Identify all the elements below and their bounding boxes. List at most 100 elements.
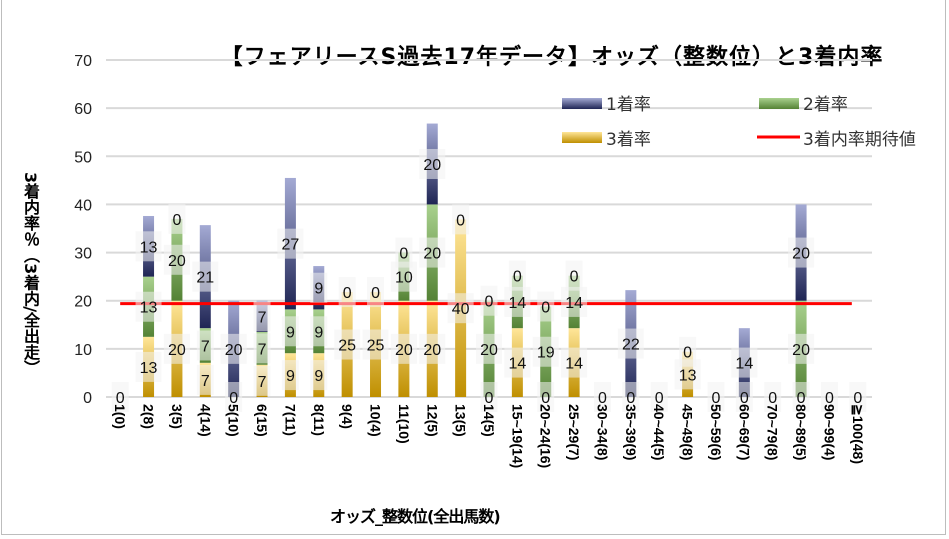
- data-label: 7: [258, 341, 267, 358]
- data-label-bg: [196, 364, 214, 395]
- data-label: 14: [508, 295, 526, 312]
- x-tick-label: 45~49(8): [680, 404, 696, 460]
- y-tick-label: 70: [74, 53, 92, 70]
- data-label: 22: [622, 337, 640, 354]
- x-tick-label: 50~59(6): [708, 404, 724, 460]
- data-label-bg: [504, 286, 531, 317]
- data-label: 13: [679, 367, 697, 384]
- data-label: 25: [338, 338, 356, 355]
- data-label: 20: [395, 342, 413, 359]
- x-tick-label: 70~79(8): [765, 404, 781, 460]
- data-label-bg: [253, 333, 271, 364]
- data-label: 9: [314, 281, 323, 298]
- data-label-bg: [561, 286, 588, 317]
- data-label-bg: [650, 382, 668, 412]
- data-label-bg: [565, 260, 583, 291]
- data-label: 14: [735, 356, 753, 373]
- x-tick-label: 9(4): [339, 404, 355, 429]
- x-tick-label: 90~99(4): [821, 404, 837, 460]
- y-tick-label: 0: [83, 390, 92, 407]
- x-tick-label: 14(5): [481, 404, 497, 437]
- data-label: 0: [740, 390, 749, 407]
- data-label-bg: [419, 333, 446, 364]
- data-label: 9: [286, 324, 295, 341]
- y-tick-label: 60: [74, 101, 92, 118]
- x-tick-label: 8(11): [311, 404, 327, 436]
- data-label: 0: [598, 390, 607, 407]
- data-label-bg: [338, 277, 356, 308]
- data-label: 20: [168, 253, 186, 270]
- data-label: 0: [229, 390, 238, 407]
- data-label: 13: [140, 360, 158, 377]
- chart-title: 【フェアリースS過去17年データ】オッズ（整数位）と3着内率: [220, 45, 884, 70]
- data-label: 0: [485, 390, 494, 407]
- x-tick-label: 4(14): [197, 404, 213, 437]
- data-label: 0: [399, 246, 408, 263]
- data-label: 0: [825, 390, 834, 407]
- data-label: 7: [258, 374, 267, 391]
- x-tick-label: 5(10): [226, 404, 242, 437]
- legend-label-1st: 1着率: [606, 95, 651, 115]
- data-label: 0: [541, 390, 550, 407]
- data-label: 20: [168, 342, 186, 359]
- data-label-bg: [617, 328, 644, 359]
- y-tick-label: 50: [74, 149, 92, 166]
- data-label-bg: [480, 285, 498, 316]
- data-label-bg: [310, 316, 328, 347]
- data-label: 7: [258, 309, 267, 326]
- data-label-bg: [679, 336, 697, 367]
- x-tick-label: 3(5): [169, 404, 185, 429]
- data-label: 25: [367, 338, 385, 355]
- data-label: 7: [201, 338, 210, 355]
- data-label: 19: [537, 345, 555, 362]
- data-label-bg: [452, 204, 470, 235]
- data-label-bg: [281, 316, 299, 347]
- data-label: 0: [712, 390, 721, 407]
- data-label-bg: [788, 237, 815, 268]
- data-label-bg: [225, 382, 243, 412]
- y-tick-label: 30: [74, 246, 92, 263]
- data-label: 13: [140, 239, 158, 256]
- data-label: 13: [140, 300, 158, 317]
- data-label-bg: [135, 291, 162, 322]
- data-label: 0: [371, 285, 380, 302]
- x-tick-label: 20~24(16): [538, 404, 554, 468]
- data-label: 14: [565, 295, 583, 312]
- data-label: 0: [172, 212, 181, 229]
- legend-label-expected: 3着内率期待値: [803, 130, 916, 150]
- data-label: 14: [508, 356, 526, 373]
- x-tick-label: 6(15): [254, 404, 270, 437]
- x-tick-label: 80~89(5): [793, 404, 809, 460]
- data-label-bg: [253, 365, 271, 396]
- data-label: 0: [768, 390, 777, 407]
- data-label: 20: [792, 246, 810, 263]
- data-label: 40: [452, 301, 470, 318]
- x-tick-label: ≧100(48): [850, 404, 866, 464]
- x-axis-label: オッズ_整数位(全出馬数): [330, 507, 501, 526]
- data-label: 20: [225, 342, 243, 359]
- data-label-bg: [707, 382, 725, 412]
- data-label-bg: [310, 360, 328, 391]
- data-label: 0: [655, 390, 664, 407]
- data-label-bg: [168, 203, 186, 234]
- data-label-bg: [537, 291, 555, 322]
- data-label-bg: [310, 272, 328, 303]
- legend: 1着率 2着率 3着率 3着内率期待値: [562, 95, 916, 150]
- data-label-bg: [281, 360, 299, 391]
- data-label-bg: [163, 244, 190, 275]
- data-label: 0: [683, 345, 692, 362]
- data-label-bg: [220, 333, 247, 364]
- data-label: 9: [314, 368, 323, 385]
- data-label: 0: [570, 269, 579, 286]
- data-label-bg: [163, 333, 190, 364]
- data-label-bg: [192, 261, 219, 292]
- data-label: 0: [456, 212, 465, 229]
- legend-swatch-1st: [562, 98, 602, 109]
- data-label-bg: [764, 382, 782, 412]
- data-label: 0: [343, 285, 352, 302]
- data-label-bg: [196, 330, 214, 361]
- data-label-bg: [253, 301, 271, 332]
- data-label-bg: [277, 228, 304, 259]
